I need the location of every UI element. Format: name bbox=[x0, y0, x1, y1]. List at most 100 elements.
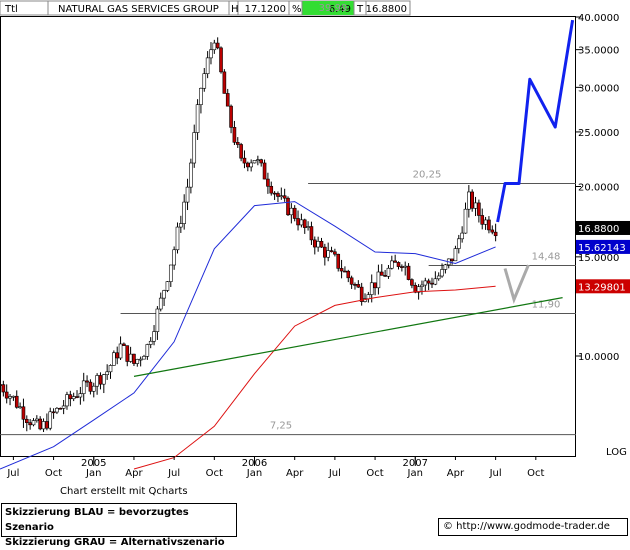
candle-body bbox=[493, 231, 498, 237]
candle-body bbox=[460, 232, 464, 240]
candle-body bbox=[112, 352, 116, 366]
level-label: 20,25 bbox=[413, 169, 442, 180]
candle-body bbox=[323, 246, 327, 258]
level-label: 7,25 bbox=[270, 421, 292, 432]
candle-body bbox=[477, 202, 481, 216]
candle-body bbox=[192, 132, 197, 164]
y-axis-ticks: 40.0000 35.0000 30.0000 25.0000 20.0000 15.00… bbox=[576, 13, 619, 363]
candle-body bbox=[152, 331, 156, 342]
candle-body bbox=[433, 278, 438, 285]
scale-label: LOG bbox=[606, 447, 627, 458]
candle-body bbox=[45, 421, 49, 429]
candle-body bbox=[158, 297, 163, 310]
trendline-green bbox=[133, 297, 563, 377]
x-month-label: Oct bbox=[366, 468, 383, 479]
candle-body bbox=[172, 249, 176, 266]
candle-body bbox=[373, 282, 377, 289]
candle-body bbox=[413, 284, 418, 293]
high-key: H bbox=[231, 4, 239, 15]
x-month-label: Apr bbox=[447, 468, 465, 479]
candle-body bbox=[393, 260, 397, 263]
price-label-text: 15.62143 bbox=[578, 243, 626, 254]
x-year-label: 2007 bbox=[403, 458, 428, 469]
x-year-label: 2005 bbox=[81, 458, 106, 469]
candle-body bbox=[212, 42, 217, 51]
x-month-label: Oct bbox=[45, 468, 62, 479]
y-tick-label: 40.0000 bbox=[578, 13, 619, 24]
candle-body bbox=[430, 282, 434, 285]
candle-body bbox=[246, 162, 250, 168]
price-label-box bbox=[576, 239, 630, 254]
candle-body bbox=[400, 266, 404, 268]
level-label: 11,90 bbox=[532, 299, 561, 310]
candle-body bbox=[467, 191, 471, 210]
candle-body bbox=[420, 284, 424, 288]
candle-body bbox=[31, 420, 36, 426]
candle-body bbox=[487, 219, 491, 231]
x-month-label: Jul bbox=[489, 468, 502, 479]
candle-body bbox=[456, 238, 461, 249]
candle-body bbox=[41, 421, 46, 430]
candle-body bbox=[145, 344, 150, 357]
price-label-text: 13.29801 bbox=[578, 282, 626, 293]
candle-body bbox=[219, 47, 223, 73]
price-labels: 16.8800 15.62143 13.29801 bbox=[576, 220, 630, 294]
candle-body bbox=[302, 219, 307, 228]
candle-body bbox=[148, 340, 153, 345]
header-bar: Ttl NATURAL GAS SERVICES GROUP H 17.1200… bbox=[0, 0, 411, 16]
x-month-label: Jan bbox=[407, 468, 423, 479]
candle-body bbox=[379, 271, 384, 276]
candle-body bbox=[48, 411, 53, 429]
x-month-label: Jan bbox=[246, 468, 262, 479]
candle-body bbox=[85, 380, 89, 383]
candle-body bbox=[242, 157, 247, 164]
level-label: 14,48 bbox=[532, 251, 561, 262]
candle-body bbox=[55, 407, 59, 413]
symbol-label: Ttl bbox=[4, 4, 18, 15]
candle-body bbox=[122, 343, 126, 346]
x-month-label: Oct bbox=[206, 468, 223, 479]
candle-body bbox=[75, 396, 79, 398]
candle-body bbox=[225, 93, 230, 107]
candle-body bbox=[18, 406, 22, 409]
x-month-label: Jan bbox=[85, 468, 101, 479]
candle-body bbox=[249, 162, 253, 168]
candle-body bbox=[35, 418, 39, 421]
candle-body bbox=[71, 396, 76, 400]
scenario-grey bbox=[503, 264, 530, 304]
scenario-blue bbox=[496, 19, 575, 223]
last-value: 16.8800 bbox=[366, 4, 407, 15]
candle-body bbox=[356, 284, 361, 288]
candle-body bbox=[0, 384, 2, 386]
candle-body bbox=[390, 260, 394, 269]
candle-body bbox=[256, 159, 260, 161]
candle-body bbox=[179, 223, 183, 228]
candlesticks bbox=[0, 37, 498, 433]
candle-body bbox=[483, 219, 488, 225]
candle-body bbox=[279, 195, 284, 198]
candle-body bbox=[450, 258, 454, 262]
candle-body bbox=[262, 162, 267, 180]
candle-body bbox=[165, 281, 170, 291]
company-name: NATURAL GAS SERVICES GROUP bbox=[58, 4, 219, 15]
candle-body bbox=[316, 240, 320, 248]
candle-body bbox=[353, 284, 357, 286]
candle-body bbox=[276, 193, 280, 197]
candle-body bbox=[38, 418, 42, 430]
candle-body bbox=[95, 375, 99, 387]
candle-body bbox=[58, 407, 63, 410]
y-tick-label: 35.0000 bbox=[578, 46, 619, 57]
candle-body bbox=[359, 286, 364, 302]
candle-body bbox=[142, 356, 146, 360]
candle-body bbox=[128, 353, 133, 362]
candle-body bbox=[115, 352, 120, 359]
candle-body bbox=[78, 393, 83, 398]
candle-body bbox=[319, 240, 324, 248]
candle-body bbox=[289, 207, 294, 216]
copyright-link[interactable]: © http://www.godmode-trader.de bbox=[438, 518, 628, 536]
candle-body bbox=[182, 201, 186, 224]
legend-grey-line: Skizzierung GRAU = Alternativszenario bbox=[5, 537, 225, 548]
x-month-label: Jul bbox=[328, 468, 341, 479]
candle-body bbox=[299, 219, 304, 226]
